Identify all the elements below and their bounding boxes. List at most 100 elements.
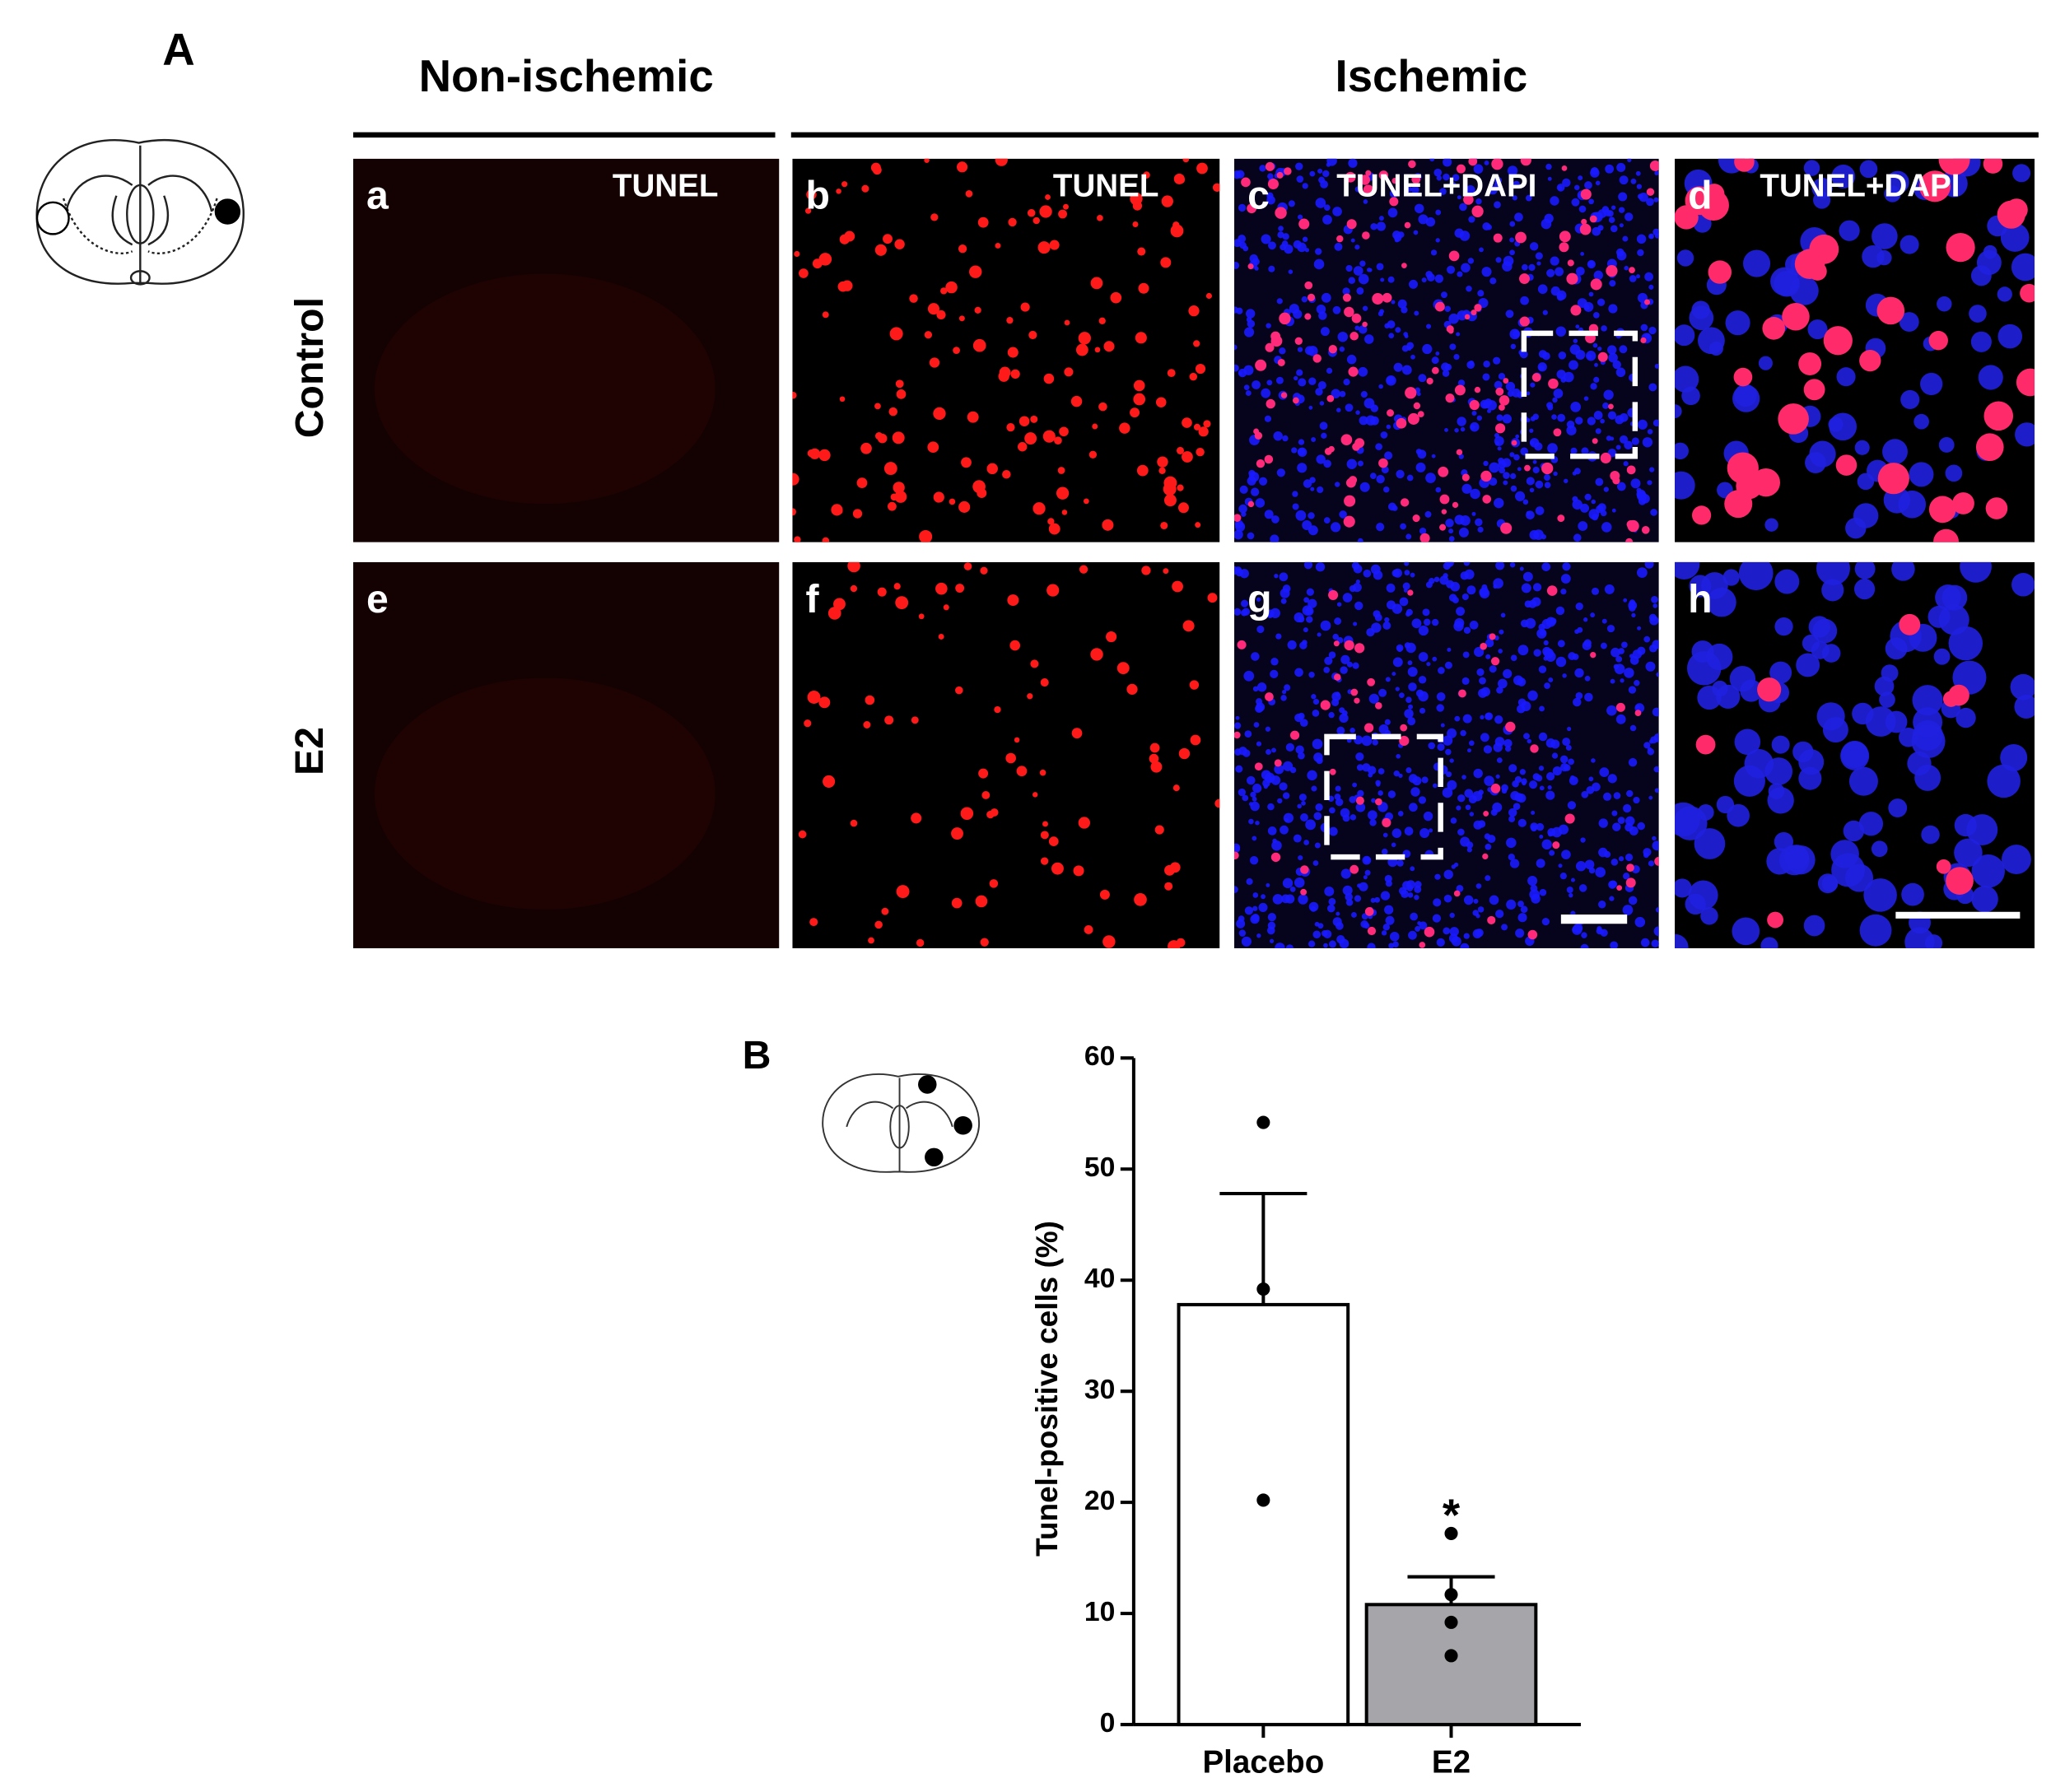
cell [1426, 662, 1431, 667]
cell [1859, 160, 1878, 179]
cell [1256, 741, 1262, 747]
cell [1624, 440, 1633, 450]
cell [1464, 789, 1474, 798]
cell [1255, 820, 1260, 826]
cell [1805, 452, 1826, 474]
cell [888, 407, 897, 417]
cell [1311, 694, 1317, 700]
cell [1396, 859, 1404, 867]
cell [1398, 773, 1403, 779]
cell [823, 775, 836, 788]
cell [1520, 905, 1528, 914]
cell [1863, 878, 1897, 912]
cell [1182, 158, 1190, 163]
cell [1078, 332, 1091, 345]
cell [1622, 803, 1632, 813]
cell [1389, 931, 1400, 942]
cell [1042, 821, 1048, 827]
cell [1331, 389, 1341, 398]
cell [1619, 345, 1628, 354]
cell [1397, 811, 1404, 817]
cell [1024, 432, 1037, 445]
cell [1424, 510, 1432, 518]
cell [1577, 626, 1583, 633]
cell [935, 582, 948, 595]
cell [1247, 775, 1256, 785]
cell [1404, 561, 1410, 566]
cell [1043, 373, 1055, 384]
cell [909, 294, 918, 303]
cell [1584, 859, 1595, 870]
cell [1334, 617, 1342, 626]
cell [1256, 625, 1265, 634]
cell [1532, 466, 1540, 474]
panel-letter: a [366, 174, 389, 218]
cell [893, 482, 905, 494]
cell [1244, 906, 1254, 915]
cell [1196, 447, 1205, 457]
cell [1740, 679, 1763, 702]
cell [1276, 171, 1284, 179]
cell [1370, 222, 1377, 230]
cell [1425, 472, 1436, 484]
cell [1590, 278, 1602, 291]
cell [1367, 926, 1377, 936]
cell [1848, 766, 1878, 796]
cell [1270, 852, 1281, 863]
cell [837, 281, 849, 292]
cell [1615, 415, 1624, 425]
cell [1448, 313, 1459, 324]
cell [1267, 803, 1275, 811]
cell [1292, 491, 1298, 497]
panel-title: TUNEL+DAPI [1336, 168, 1536, 203]
cell [919, 529, 933, 542]
cell [1768, 783, 1785, 800]
cell [1539, 785, 1545, 791]
cell [1762, 317, 1786, 340]
cell [1391, 842, 1396, 848]
cell [1928, 330, 1948, 351]
micrograph [1675, 158, 2035, 542]
cell [1335, 785, 1341, 792]
cell [1642, 437, 1653, 448]
cell [1332, 917, 1342, 927]
cell [933, 491, 944, 503]
cell [1163, 568, 1169, 575]
cell [1643, 848, 1652, 857]
cell [1354, 697, 1360, 704]
cell [1241, 936, 1252, 947]
cell [1401, 263, 1407, 268]
cell [1267, 913, 1276, 922]
cell [1513, 803, 1521, 810]
cell [1584, 181, 1592, 189]
cell [1385, 677, 1391, 682]
cell [1242, 794, 1249, 802]
cell [1016, 766, 1028, 777]
cell [1457, 195, 1461, 200]
cell [1742, 249, 1771, 277]
cell [1370, 897, 1376, 903]
cell [1356, 286, 1364, 295]
cell [1247, 319, 1256, 328]
cell [1811, 178, 1833, 199]
cell [1177, 484, 1184, 491]
cell [1322, 215, 1332, 225]
cell [1335, 407, 1341, 412]
cell [1547, 443, 1558, 454]
cell [1548, 378, 1559, 389]
cell [1622, 873, 1630, 880]
cell [1410, 787, 1420, 797]
cell [1607, 345, 1617, 355]
cell [1359, 482, 1370, 492]
cell [1234, 262, 1240, 269]
cell [1533, 649, 1541, 657]
cell [1942, 691, 1960, 707]
cell [955, 686, 963, 695]
cell [1557, 514, 1565, 523]
cell [1373, 570, 1383, 580]
cell [1566, 425, 1577, 435]
cell [1588, 509, 1600, 520]
cell [1284, 684, 1291, 691]
cell [1198, 426, 1209, 437]
cell [1449, 927, 1459, 937]
